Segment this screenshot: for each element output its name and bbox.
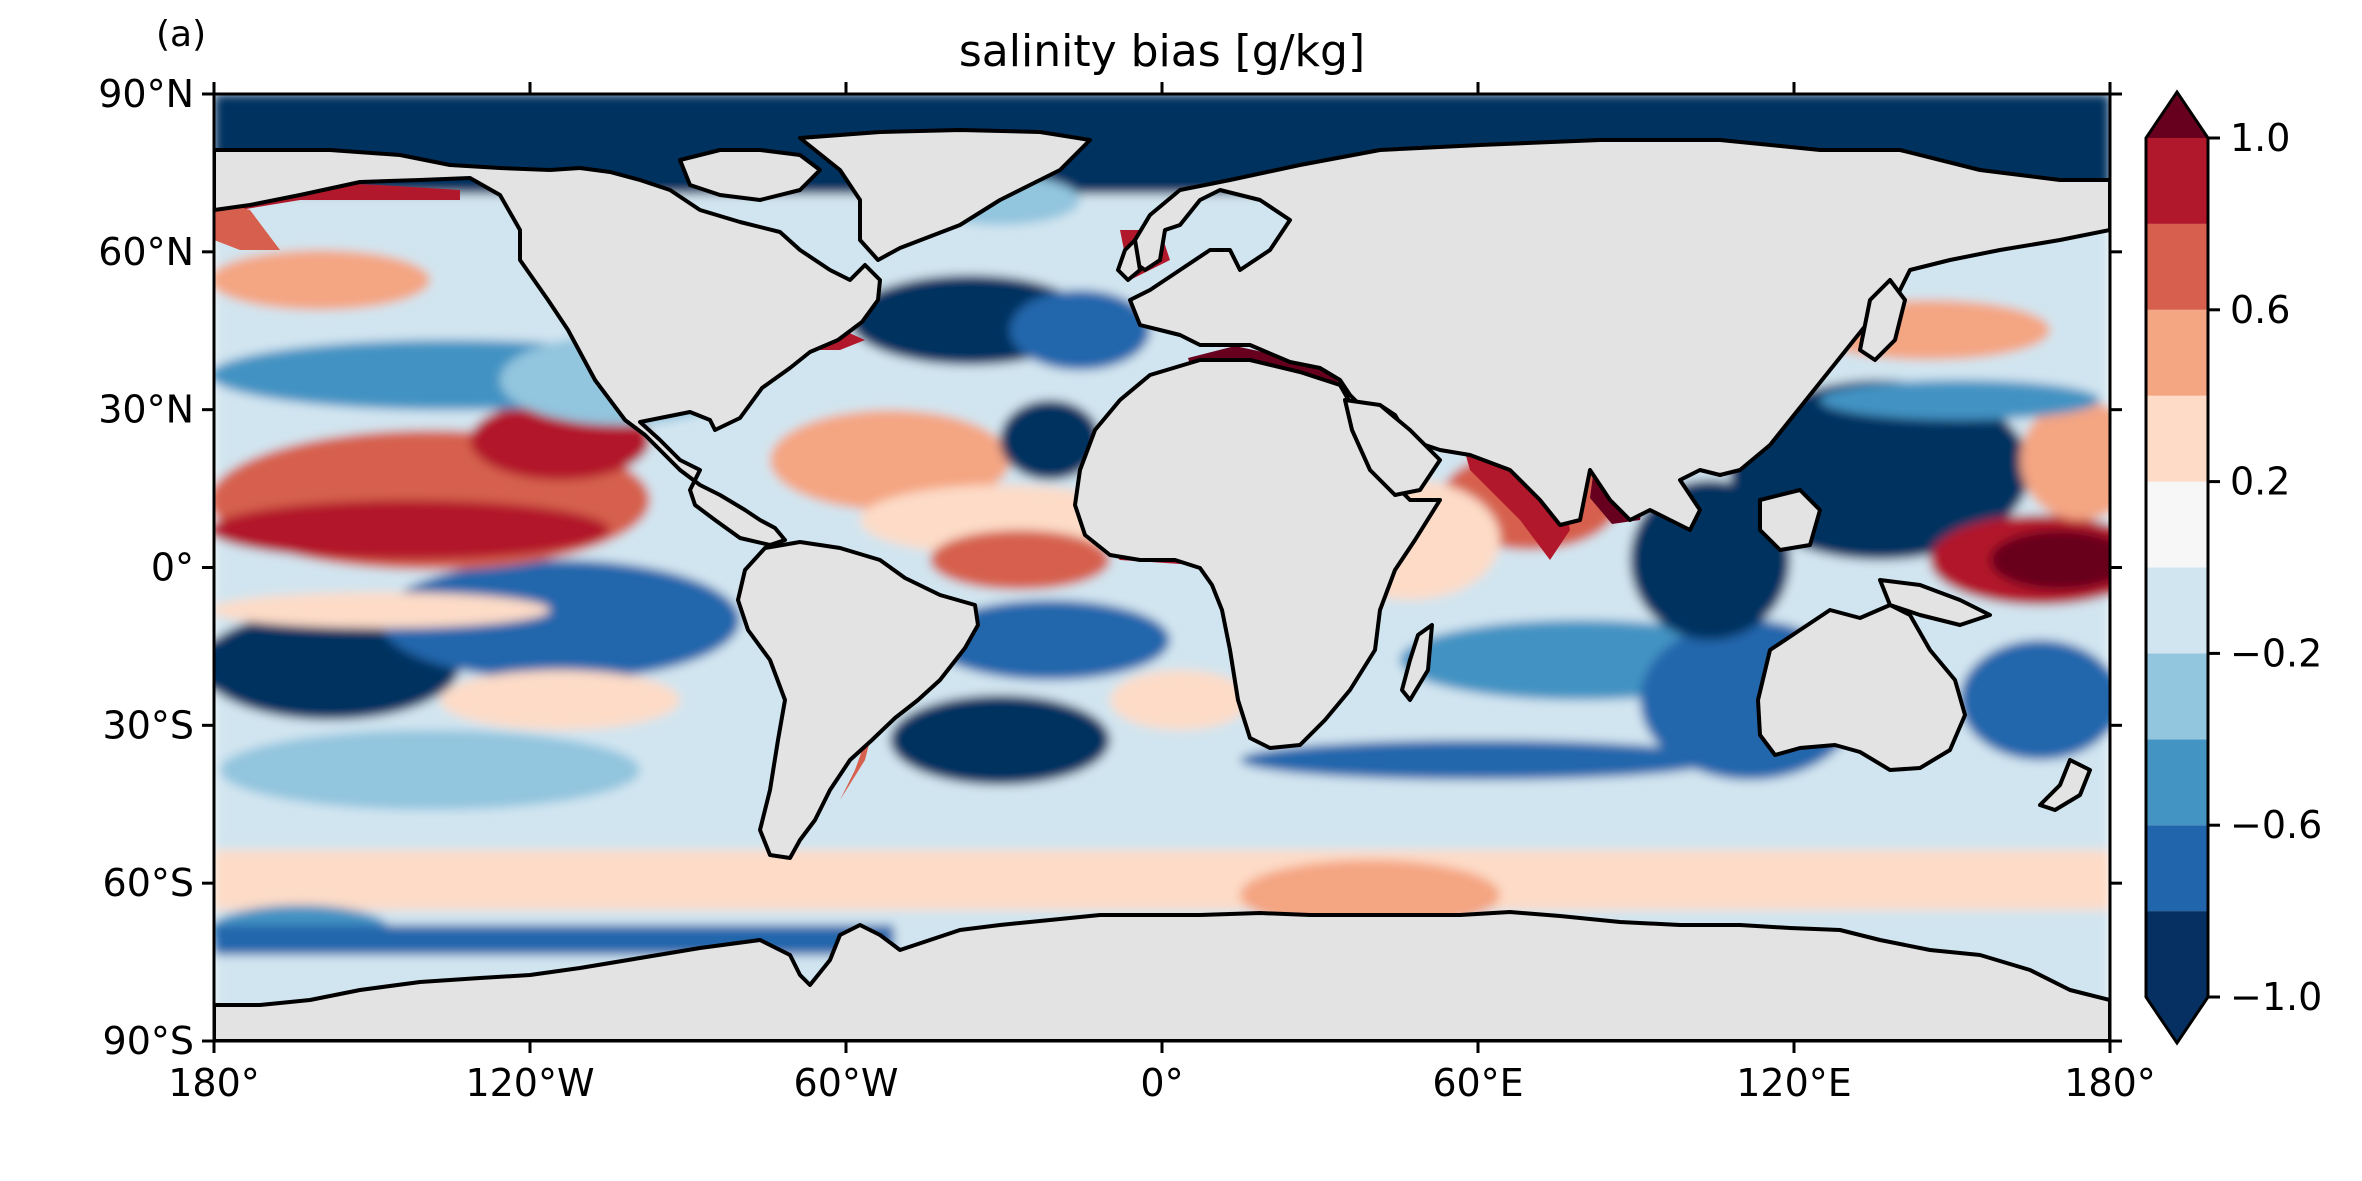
colorbar-tick-label: −0.6 bbox=[2230, 803, 2322, 847]
colorbar-extend-min bbox=[2146, 997, 2208, 1043]
lat-tick-label: 60°N bbox=[98, 230, 194, 274]
colorbar-segment bbox=[2146, 395, 2208, 482]
land-masses bbox=[214, 128, 2110, 1041]
colorbar-segment bbox=[2146, 825, 2208, 912]
lat-tick-label: 60°S bbox=[103, 861, 194, 905]
lat-tick-label: 90°N bbox=[98, 72, 194, 116]
colorbar-segment bbox=[2146, 138, 2208, 224]
colorbar-segment bbox=[2146, 567, 2208, 654]
lon-tick-label: 120°E bbox=[1736, 1061, 1852, 1105]
chart-title: salinity bias [g/kg] bbox=[959, 26, 1365, 77]
lat-tick-label: 90°S bbox=[103, 1019, 194, 1063]
map-panel bbox=[214, 94, 2110, 1041]
lon-tick-label: 60°E bbox=[1432, 1061, 1523, 1105]
lat-tick-label: 30°N bbox=[98, 388, 194, 432]
greenland bbox=[798, 128, 1092, 262]
colorbar-segment bbox=[2146, 481, 2208, 568]
latitude-axis: 90°N 60°N 30°N 0° 30°S 60°S 90°S bbox=[98, 72, 2122, 1063]
japan bbox=[1858, 278, 1907, 362]
colorbar: 1.0 0.6 0.2 −0.2 −0.6 −1.0 bbox=[2144, 89, 2322, 1046]
madagascar bbox=[1400, 623, 1434, 702]
colorbar-tick-label: 0.6 bbox=[2230, 288, 2290, 332]
canadian-archipelago bbox=[678, 148, 822, 202]
lon-tick-label: 120°W bbox=[465, 1061, 594, 1105]
arabia bbox=[1343, 398, 1442, 497]
lon-tick-label: 60°W bbox=[794, 1061, 899, 1105]
australia bbox=[1756, 603, 1967, 772]
north-america bbox=[214, 148, 882, 547]
colorbar-segment bbox=[2146, 309, 2208, 396]
borneo bbox=[1758, 488, 1822, 552]
antarctica bbox=[214, 910, 2110, 1041]
south-america bbox=[736, 540, 980, 860]
lon-tick-label: 180° bbox=[168, 1061, 260, 1105]
panel-label: (a) bbox=[156, 14, 206, 55]
colorbar-tick-label: −1.0 bbox=[2230, 975, 2322, 1019]
lat-tick-label: 0° bbox=[151, 546, 194, 590]
colorbar-segment bbox=[2146, 653, 2208, 740]
colorbar-segment bbox=[2146, 739, 2208, 826]
colorbar-tick-label: −0.2 bbox=[2230, 631, 2322, 675]
lon-tick-label: 180° bbox=[2064, 1061, 2156, 1105]
lon-tick-label: 0° bbox=[1140, 1061, 1183, 1105]
uk bbox=[1116, 238, 1142, 282]
colorbar-segment bbox=[2146, 223, 2208, 310]
colorbar-tick-label: 1.0 bbox=[2230, 116, 2290, 160]
africa bbox=[1073, 358, 1442, 750]
new-guinea bbox=[1878, 578, 1992, 627]
colorbar-tick-label: 0.2 bbox=[2230, 460, 2290, 504]
new-zealand bbox=[2038, 758, 2092, 812]
lat-tick-label: 30°S bbox=[103, 703, 194, 747]
longitude-axis: 180° 120°W 60°W 0° 60°E 120°E 180° bbox=[168, 82, 2156, 1105]
colorbar-extend-max bbox=[2146, 92, 2208, 138]
colorbar-segment bbox=[2146, 911, 2208, 997]
